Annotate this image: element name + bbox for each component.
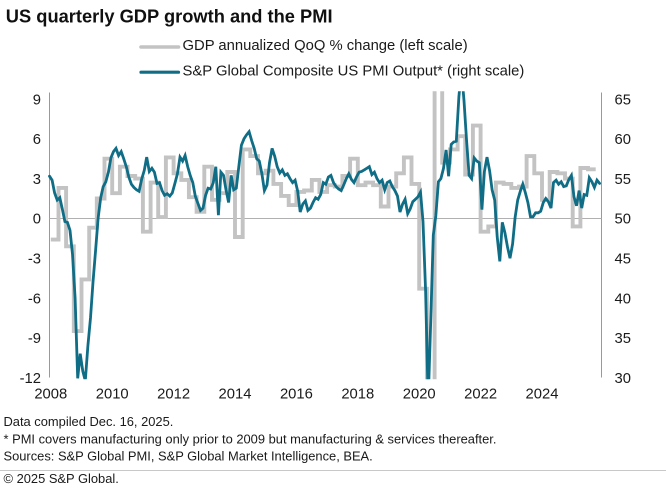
svg-text:2018: 2018 [341,387,374,403]
svg-text:2020: 2020 [403,387,436,403]
svg-text:S&P Global Composite US PMI Ou: S&P Global Composite US PMI Output* (rig… [183,63,525,79]
svg-text:9: 9 [33,92,41,108]
svg-text:2008: 2008 [34,387,67,403]
svg-text:* PMI covers manufacturing onl: * PMI covers manufacturing only prior to… [4,431,497,446]
svg-text:Data compiled Dec. 16, 2025.: Data compiled Dec. 16, 2025. [4,414,174,429]
svg-text:0: 0 [33,212,41,228]
svg-text:45: 45 [615,252,631,268]
svg-text:2024: 2024 [526,387,559,403]
svg-text:6: 6 [33,132,41,148]
svg-text:-12: -12 [20,371,41,387]
svg-text:2016: 2016 [280,387,313,403]
svg-text:2010: 2010 [96,387,129,403]
svg-text:40: 40 [615,291,631,307]
svg-text:-9: -9 [28,331,41,347]
svg-text:-3: -3 [28,252,41,268]
svg-text:60: 60 [615,132,631,148]
svg-text:GDP annualized QoQ % change (l: GDP annualized QoQ % change (left scale) [183,38,468,54]
svg-text:3: 3 [33,172,41,188]
svg-text:30: 30 [615,371,631,387]
svg-text:50: 50 [615,212,631,228]
svg-text:65: 65 [615,92,631,108]
svg-text:35: 35 [615,331,631,347]
svg-text:2012: 2012 [157,387,190,403]
svg-text:US quarterly GDP growth and th: US quarterly GDP growth and the PMI [6,5,333,26]
svg-text:2014: 2014 [219,387,252,403]
svg-text:-6: -6 [28,291,41,307]
svg-text:Sources: S&P Global PMI, S&P G: Sources: S&P Global PMI, S&P Global Mark… [4,449,373,464]
svg-text:2022: 2022 [464,387,497,403]
svg-text:© 2025 S&P Global.: © 2025 S&P Global. [4,471,119,486]
svg-text:55: 55 [615,172,631,188]
